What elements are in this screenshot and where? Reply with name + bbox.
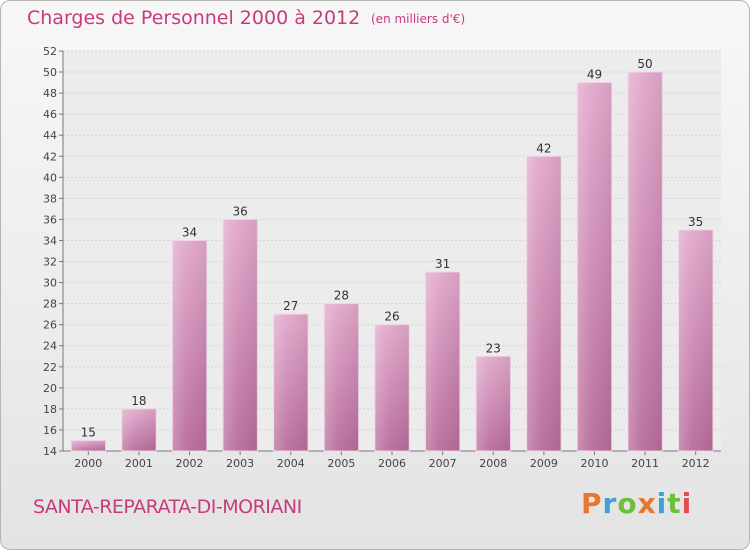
x-tick-label-2003: 2003 xyxy=(226,457,254,470)
bar-shine-2006 xyxy=(374,324,410,451)
bar-shine-2009 xyxy=(526,156,562,451)
logo-letter: x xyxy=(637,487,657,520)
y-tick-label: 26 xyxy=(43,319,57,332)
x-tick-label-2001: 2001 xyxy=(125,457,153,470)
bar-shine-2005 xyxy=(324,303,359,451)
logo-letter: o xyxy=(617,487,638,520)
y-tick-label: 30 xyxy=(43,277,57,290)
x-tick-label-2011: 2011 xyxy=(631,457,659,470)
value-label-2012: 35 xyxy=(688,215,703,229)
value-label-2004: 27 xyxy=(283,299,298,313)
x-tick-label-2012: 2012 xyxy=(682,457,710,470)
value-label-2005: 28 xyxy=(334,289,349,303)
value-label-2002: 34 xyxy=(182,225,197,239)
y-tick-label: 28 xyxy=(43,298,57,311)
x-tick-label-2005: 2005 xyxy=(327,457,355,470)
x-tick-label-2009: 2009 xyxy=(530,457,558,470)
x-tick-label-2002: 2002 xyxy=(176,457,204,470)
x-tick-label-2000: 2000 xyxy=(74,457,102,470)
value-label-2010: 49 xyxy=(587,68,602,82)
chart-title: Charges de Personnel 2000 à 2012 xyxy=(27,7,361,29)
bar-shine-2004 xyxy=(273,314,308,451)
y-tick-label: 50 xyxy=(43,66,57,79)
commune-name: SANTA-REPARATA-DI-MORIANI xyxy=(33,496,302,518)
logo-letter: t xyxy=(667,487,682,520)
x-tick-label-2004: 2004 xyxy=(277,457,305,470)
value-label-2007: 31 xyxy=(435,257,450,271)
y-tick-label: 20 xyxy=(43,382,57,395)
x-tick-label-2008: 2008 xyxy=(479,457,507,470)
y-tick-label: 22 xyxy=(43,361,57,374)
bar-shine-2002 xyxy=(172,240,207,451)
y-tick-label: 38 xyxy=(43,192,57,205)
proxiti-logo: Proxiti xyxy=(581,487,692,520)
value-label-2001: 18 xyxy=(131,394,146,408)
y-tick-label: 34 xyxy=(43,234,57,247)
y-tick-label: 42 xyxy=(43,150,57,163)
y-tick-label: 46 xyxy=(43,108,57,121)
bar-shine-2010 xyxy=(577,82,612,451)
y-tick-label: 36 xyxy=(43,213,57,226)
y-tick-label: 44 xyxy=(43,129,57,142)
y-tick-label: 14 xyxy=(43,445,57,458)
value-label-2006: 26 xyxy=(384,310,399,324)
y-tick-label: 24 xyxy=(43,340,57,353)
logo-letter: i xyxy=(681,487,693,520)
value-label-2011: 50 xyxy=(637,57,652,71)
value-label-2008: 23 xyxy=(486,341,501,355)
y-tick-label: 32 xyxy=(43,256,57,269)
logo-letter: P xyxy=(581,487,603,520)
y-tick-label: 18 xyxy=(43,403,57,416)
bar-shine-2008 xyxy=(476,356,511,451)
logo-letter: i xyxy=(656,487,668,520)
bar-shine-2003 xyxy=(222,219,258,451)
value-label-2000: 15 xyxy=(81,425,96,439)
bar-shine-2007 xyxy=(425,272,460,451)
value-label-2009: 42 xyxy=(536,141,551,155)
logo-letter: r xyxy=(602,487,618,520)
chart-subtitle: (en milliers d'€) xyxy=(371,12,466,26)
y-tick-label: 16 xyxy=(43,424,57,437)
x-tick-label-2006: 2006 xyxy=(378,457,406,470)
value-label-2003: 36 xyxy=(233,204,248,218)
x-tick-label-2010: 2010 xyxy=(580,457,608,470)
y-tick-label: 52 xyxy=(43,45,57,58)
y-tick-label: 48 xyxy=(43,87,57,100)
bar-shine-2000 xyxy=(71,440,106,451)
y-tick-label: 40 xyxy=(43,171,57,184)
bar-shine-2011 xyxy=(627,72,663,451)
x-tick-label-2007: 2007 xyxy=(429,457,457,470)
bar-shine-2001 xyxy=(121,408,157,451)
bar-shine-2012 xyxy=(678,229,713,451)
